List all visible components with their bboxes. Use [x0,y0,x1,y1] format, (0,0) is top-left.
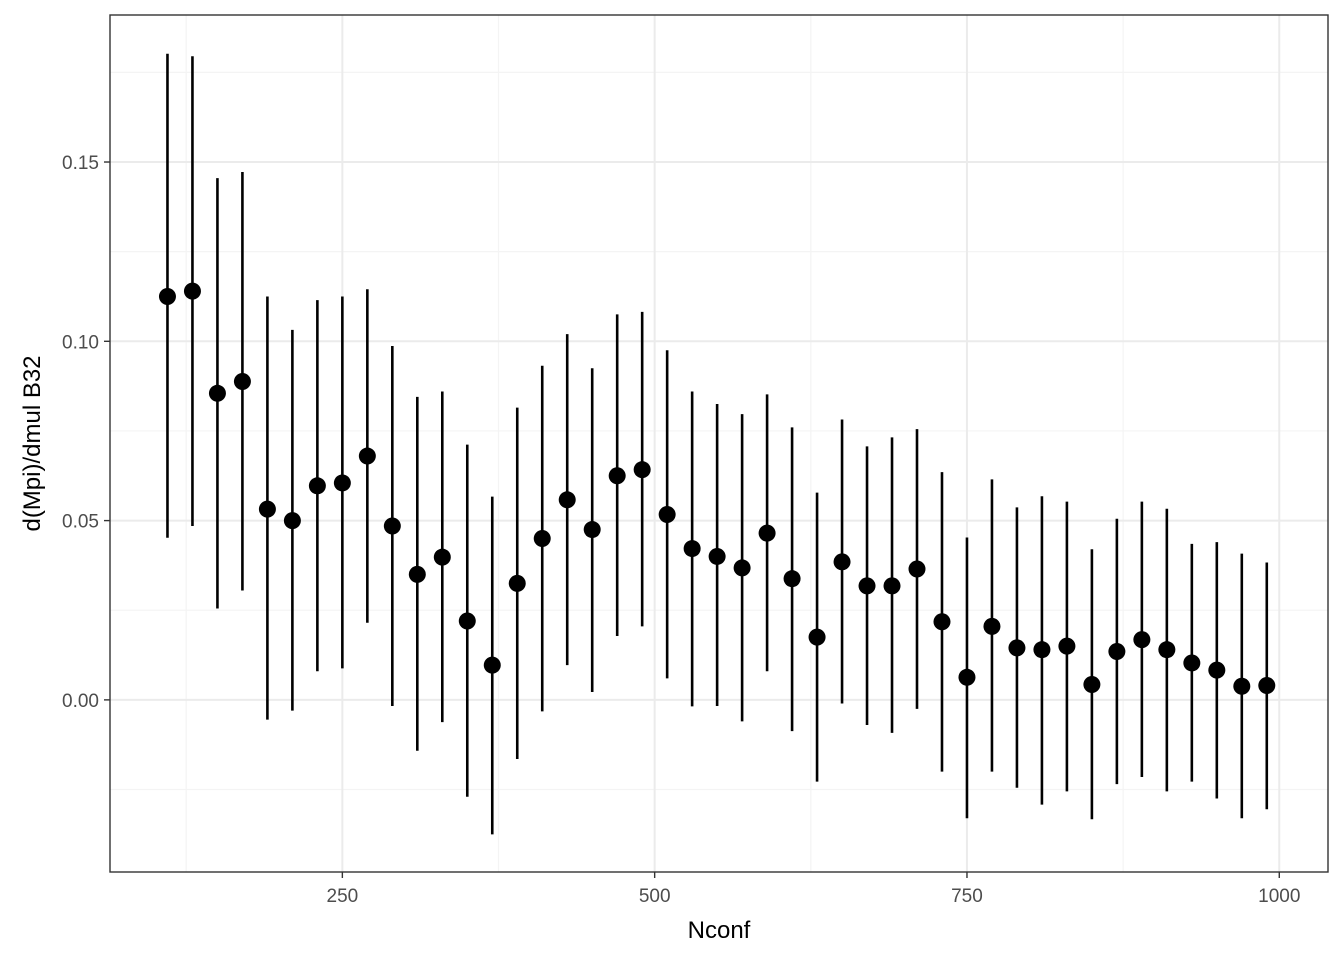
x-tick-label: 750 [951,886,983,907]
data-point [483,656,501,674]
data-point [333,474,351,492]
data-point [883,577,901,595]
y-axis-ticks: 0.00 0.05 0.10 0.15 [62,153,110,712]
data-point [933,613,951,631]
data-point [983,617,1001,635]
data-point [383,517,401,535]
data-point [558,491,576,509]
data-point [258,500,276,518]
data-point [758,524,776,542]
data-point [658,505,676,523]
y-tick-label: 0.10 [62,332,99,353]
data-point [783,570,801,588]
data-point [433,548,451,566]
grid-lines [110,15,1328,872]
data-point [583,521,601,539]
data-point [908,560,926,578]
data-point [683,540,701,558]
data-point [408,565,426,583]
data-point [1008,639,1026,657]
y-axis-title: d(Mpi)/dmul B32 [19,355,46,531]
x-tick-label: 250 [327,886,359,907]
data-point [708,547,726,565]
data-point [183,282,201,300]
data-point [608,467,626,485]
x-tick-label: 1000 [1258,886,1300,907]
x-axis-title: Nconf [688,917,751,944]
data-point [1033,641,1051,659]
data-point [833,553,851,571]
data-point [1083,675,1101,693]
data-point [633,461,651,479]
data-point [458,612,476,630]
data-points [158,282,1276,695]
data-point [233,372,251,390]
data-point [1058,637,1076,655]
data-point [733,559,751,577]
data-point [508,574,526,592]
x-tick-label: 500 [639,886,671,907]
y-tick-label: 0.05 [62,512,99,533]
data-point [1258,677,1276,695]
data-point [1133,631,1151,649]
data-point [1233,677,1251,695]
data-point [1208,661,1226,679]
y-tick-label: 0.00 [62,691,99,712]
panel-border [109,14,1329,873]
data-point [283,512,301,530]
data-point [1183,654,1201,672]
data-point [208,384,226,402]
data-point [858,577,876,595]
x-axis-ticks: 250 500 750 1000 [327,872,1300,907]
data-point [308,477,326,495]
data-point [1158,641,1176,659]
data-point [158,287,176,305]
data-point [808,628,826,646]
data-point [358,447,376,465]
data-point [533,530,551,548]
y-tick-label: 0.15 [62,153,99,174]
data-point [958,668,976,686]
data-point [1108,642,1126,660]
